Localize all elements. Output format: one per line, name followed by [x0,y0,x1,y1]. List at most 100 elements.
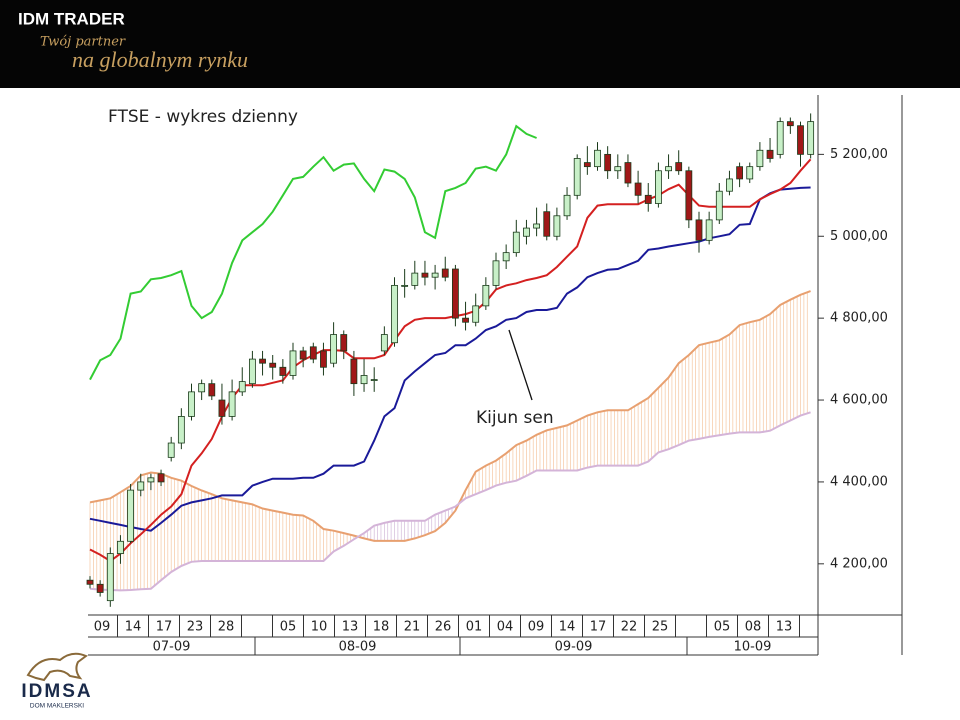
candle-body [137,481,145,491]
y-tick-label: 4 800,00 [830,311,888,326]
candle-body [269,362,277,368]
candle-body [198,383,206,393]
candle-body [106,553,114,602]
candle-body [543,211,551,237]
x-tick-label: 05 [714,620,731,635]
candle-body [451,268,459,319]
candle-body [299,350,307,360]
candle-body [177,416,185,444]
candle-body [411,272,419,286]
candle-body [117,540,124,554]
x-tick-label: 22 [621,620,638,635]
logo-sub: DOM MAKLERSKI [30,703,84,710]
candle-body [624,162,632,184]
candle-body [604,153,612,172]
candle-body [421,272,429,278]
candle-body [259,358,266,364]
candle-body [573,158,581,196]
x-tick-label: 14 [559,620,576,635]
x-tick-label: 26 [435,620,452,635]
candle-body [462,317,469,323]
x-tick-label: 28 [218,620,235,635]
annotation: Kijun sen [476,408,554,428]
candle-body [248,358,256,385]
x-tick-label: 13 [776,620,793,635]
x-tick-label: 21 [404,620,421,635]
y-tick-label: 4 400,00 [830,474,888,489]
logo: IDMSA [21,681,92,702]
candle-body [96,583,104,593]
candle-body [786,121,794,127]
month-label: 08-09 [339,640,377,655]
candle-body [685,170,693,221]
x-tick-label: 23 [187,620,204,635]
candle-body [736,166,743,180]
brand: IDM TRADER [18,9,125,28]
candle-body [746,166,754,180]
candle-body [512,231,520,254]
candle-body [614,166,622,172]
tagline: Twój partner [40,35,126,50]
candle-body [218,399,226,417]
candle-body [583,162,591,168]
candle-body [756,149,764,168]
x-tick-label: 09 [528,620,545,635]
candle-body [644,194,652,204]
candle-body [695,219,703,241]
footer-logo: IDMSA DOM MAKLERSKI [21,652,92,710]
candle-body [705,219,713,241]
x-tick-label: 17 [590,620,607,635]
candle-body [807,121,815,155]
candle-body [431,272,439,278]
indicator-line [89,186,811,532]
candle-body [289,350,297,376]
candle-body [766,149,774,159]
candle-body [523,227,530,237]
x-tick-label: 13 [342,620,359,635]
candle-body [391,284,398,344]
candle-body [228,391,236,417]
candle-body [675,162,683,172]
candle-body [279,366,287,376]
y-tick-label: 5 200,00 [830,147,888,162]
candle-body [441,268,449,278]
candle-body [147,477,155,483]
indicator-line [89,411,811,592]
bull-icon [26,652,88,682]
candle-body [208,383,216,397]
x-tick-label: 08 [745,620,762,635]
y-tick-label: 4 600,00 [830,393,888,408]
candle-body [594,149,601,168]
plot: FTSE - wykres dzienny 4 200,00 4 400,00 4 6… [86,95,903,656]
candle-body [482,284,490,307]
candle-body [665,166,672,172]
candle-body [776,121,784,155]
x-tick-label: 05 [280,620,297,635]
x-tick-label: 09 [94,620,111,635]
candle-body [350,358,358,385]
tagline: na globalnym rynku [72,47,248,72]
candle-body [330,334,338,364]
candle-body [238,381,246,393]
candle-body [634,182,642,196]
candle-body [797,125,804,155]
candle-body [86,579,94,585]
candle-body [320,350,327,368]
indicator-line [89,290,811,542]
x-tick-label: 14 [125,620,142,635]
candle-body [472,305,480,323]
candle-body [553,215,561,237]
x-tick-label: 25 [652,620,669,635]
candle-body [370,379,378,381]
month-label: 07-09 [153,640,191,655]
candle-body [563,194,571,217]
candle-body [492,260,500,286]
y-tick-label: 4 200,00 [830,556,888,571]
candle-body [655,170,662,204]
month-label: 10-09 [734,640,772,655]
x-tick-label: 18 [373,620,390,635]
x-tick-label: 04 [497,620,514,635]
candle-body [360,375,368,385]
header-bar [0,0,960,88]
